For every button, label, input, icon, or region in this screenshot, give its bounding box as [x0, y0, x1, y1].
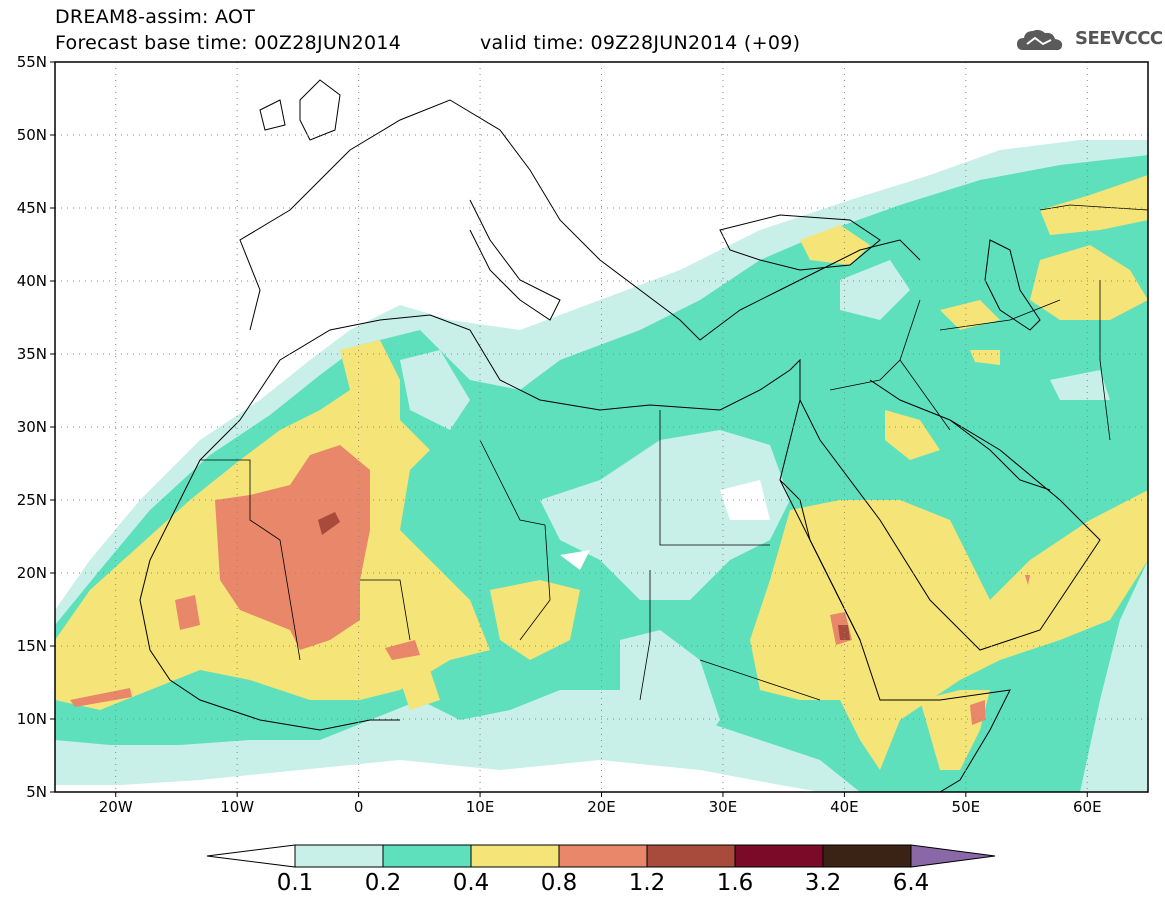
italy [469, 199, 561, 321]
logo-text: SEEVCCC [1075, 28, 1163, 49]
aot-high-caspian [1030, 245, 1148, 320]
aot-high-blacksea [800, 225, 870, 265]
red-sea [779, 479, 861, 641]
lon-label: 60E [1073, 798, 1102, 816]
aot-low-med [400, 350, 470, 430]
colorbar-swatch [470, 844, 560, 868]
borders-africa [200, 410, 821, 701]
colorbar-label: 0.8 [540, 870, 578, 896]
colorbar-swatch [294, 844, 384, 868]
cloud-icon [1017, 29, 1063, 51]
colorbar-label: 3.2 [804, 870, 842, 896]
aot-low-sahel [620, 630, 720, 760]
lon-label: 30E [709, 798, 738, 816]
aot-vh-niger [385, 640, 420, 660]
lat-label: 45N [17, 199, 47, 217]
base-time-label: Forecast base time: 00Z28JUN2014 [55, 32, 402, 54]
colorbar-swatch [382, 844, 472, 868]
lon-label: 20W [99, 798, 133, 816]
borders-asia [829, 204, 1148, 441]
lat-label: 55N [17, 53, 47, 71]
europe-coast [239, 99, 921, 341]
lat-label: 20N [17, 564, 47, 582]
lat-tick-labels: 55N 50N 45N 40N 35N 30N 25N 20N 15N 10N 5N [17, 53, 47, 801]
seevccc-logo [1017, 29, 1063, 51]
aot-high-iran [940, 300, 1000, 330]
colorbar-over-arrow [910, 844, 996, 868]
lon-label: 40E [830, 798, 859, 816]
lat-label: 40N [17, 272, 47, 290]
colorbar-label: 6.4 [892, 870, 930, 896]
lon-label: 20E [587, 798, 616, 816]
aot-high-north [1040, 175, 1148, 235]
lat-label: 25N [17, 491, 47, 509]
colorbar-under-arrow [206, 844, 296, 868]
colorbar [206, 844, 996, 868]
aot-high-nigeria [400, 670, 440, 710]
lon-label: 10W [220, 798, 254, 816]
colorbar-label: 1.2 [628, 870, 666, 896]
lon-label: 0 [354, 798, 364, 816]
aot-vh-mauritania [175, 595, 200, 630]
tick-marks [50, 61, 1088, 797]
lat-label: 15N [17, 637, 47, 655]
aot-band-very-high [215, 445, 370, 650]
coastlines [139, 79, 1148, 792]
lat-label: 35N [17, 345, 47, 363]
colorbar-swatch [558, 844, 648, 868]
uk [299, 79, 341, 141]
caspian [984, 239, 1041, 331]
aot-low-libya-egypt [540, 430, 790, 600]
aot-low-gulf [1050, 370, 1110, 400]
colorbar-swatch [734, 844, 824, 868]
aot-field [55, 62, 1148, 792]
lat-label: 50N [17, 126, 47, 144]
aot-low-coast [60, 745, 300, 780]
persian-gulf [949, 419, 1051, 491]
aot-high-sudan-arabia [750, 490, 1148, 770]
aot-low-turkey [840, 260, 910, 320]
valid-time-label: valid time: 09Z28JUN2014 (+09) [480, 32, 801, 54]
aot-band-extreme [318, 512, 340, 535]
africa-coast [239, 314, 1011, 792]
colorbar-swatch [822, 844, 912, 868]
lon-label: 10E [466, 798, 495, 816]
ireland [259, 99, 286, 131]
lon-label: 50E [952, 798, 981, 816]
colorbar-label: 0.4 [452, 870, 490, 896]
africa-west-coast [139, 419, 400, 731]
colorbar-label: 1.6 [716, 870, 754, 896]
aot-vh-arab [1025, 575, 1030, 585]
lat-label: 5N [26, 783, 47, 801]
lat-label: 30N [17, 418, 47, 436]
aot-high-persia [970, 350, 1000, 365]
lat-label: 10N [17, 710, 47, 728]
black-sea [719, 214, 881, 271]
lon-tick-labels: 20W 10W 0 10E 20E 30E 40E 50E 60E [99, 798, 1102, 816]
colorbar-label: 0.1 [276, 870, 314, 896]
colorbar-label: 0.2 [364, 870, 402, 896]
aot-vh-senegal [70, 688, 132, 707]
graticule [55, 62, 1148, 792]
colorbar-swatch [646, 844, 736, 868]
aot-high-iraq [885, 410, 940, 460]
model-title: DREAM8-assim: AOT [55, 6, 256, 28]
